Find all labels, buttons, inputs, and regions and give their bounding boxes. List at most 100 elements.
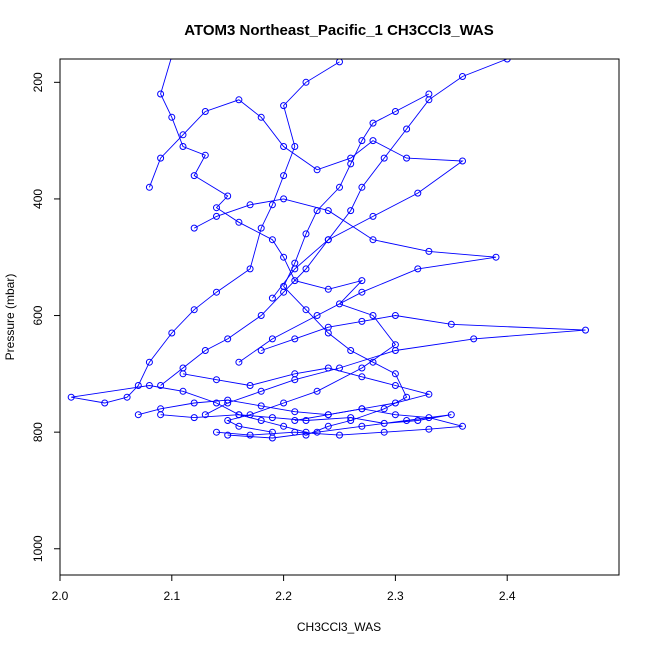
data-point: [224, 192, 232, 200]
data-point: [380, 154, 388, 162]
data-point: [213, 212, 220, 220]
data-point: [291, 370, 299, 378]
data-point: [257, 417, 265, 424]
data-point: [246, 431, 254, 439]
data-point: [190, 399, 198, 407]
data-point: [492, 253, 500, 261]
data-point: [280, 195, 288, 203]
data-point: [358, 183, 366, 191]
data-point: [391, 108, 399, 115]
y-tick-label: 200: [31, 72, 45, 92]
data-point: [257, 402, 265, 410]
data-point: [257, 224, 265, 232]
y-tick-label: 800: [31, 422, 45, 442]
series-line: [160, 59, 397, 433]
y-axis-label: Pressure (mbar): [3, 274, 17, 361]
data-point: [268, 294, 276, 302]
x-tick-label: 2.2: [275, 589, 292, 603]
data-point: [302, 431, 310, 439]
data-point: [447, 411, 455, 419]
data-point: [268, 434, 276, 442]
series-line: [160, 59, 508, 386]
data-point: [280, 399, 288, 407]
data-point: [280, 288, 288, 296]
data-point: [414, 417, 422, 424]
data-point: [235, 218, 243, 226]
y-tick-label: 600: [31, 305, 45, 325]
series-9: [179, 364, 433, 424]
data-point: [324, 236, 332, 244]
data-point: [280, 102, 288, 110]
data-point: [168, 329, 176, 337]
data-point: [403, 417, 411, 424]
series-line: [148, 99, 464, 299]
data-point: [101, 399, 109, 407]
series-5: [190, 195, 500, 366]
series-4: [157, 59, 511, 389]
data-point: [313, 312, 321, 319]
data-point: [145, 183, 153, 191]
data-point: [369, 312, 377, 319]
data-point: [369, 119, 377, 127]
data-point: [447, 320, 455, 328]
data-point: [358, 277, 366, 285]
data-point: [336, 431, 343, 439]
data-point: [280, 422, 288, 430]
data-point: [268, 335, 276, 343]
data-point: [201, 411, 209, 419]
data-point: [179, 387, 187, 395]
data-point: [313, 428, 321, 436]
data-point: [380, 405, 388, 413]
data-point: [280, 143, 288, 150]
data-point: [268, 201, 276, 209]
data-point: [168, 113, 176, 121]
data-point: [213, 428, 220, 436]
data-point: [391, 399, 399, 407]
data-point: [336, 183, 343, 191]
data-point: [582, 326, 589, 334]
data-point: [324, 323, 332, 331]
chart-title: ATOM3 Northeast_Pacific_1 CH3CCl3_WAS: [184, 22, 494, 39]
data-point: [369, 358, 377, 366]
data-point: [403, 125, 411, 133]
data-point: [257, 387, 265, 395]
series-line: [193, 198, 497, 363]
data-point: [291, 143, 299, 150]
data-point: [369, 212, 377, 220]
data-point: [470, 335, 478, 343]
data-point: [391, 312, 399, 319]
data-point: [302, 306, 310, 314]
data-point: [179, 131, 187, 139]
data-point: [145, 358, 153, 366]
data-point: [213, 376, 220, 384]
data-point: [391, 370, 399, 378]
data-point: [302, 78, 310, 86]
data-point: [291, 277, 299, 285]
data-point: [391, 347, 399, 354]
data-point: [291, 417, 299, 424]
series-line: [283, 93, 430, 436]
data-point: [347, 347, 355, 354]
data-point: [369, 137, 377, 145]
series-2: [280, 90, 433, 439]
data-point: [190, 172, 198, 180]
data-point: [358, 405, 366, 413]
data-point: [425, 425, 433, 433]
data-point: [190, 306, 198, 314]
data-point: [403, 154, 411, 162]
data-point: [67, 393, 75, 401]
data-point: [123, 393, 131, 401]
data-point: [324, 207, 332, 215]
data-point: [157, 382, 165, 389]
data-point: [235, 411, 243, 419]
data-point: [291, 408, 299, 416]
data-point: [246, 382, 254, 389]
data-point: [246, 265, 254, 273]
data-point: [324, 422, 332, 430]
data-point: [425, 96, 433, 104]
data-point: [391, 411, 399, 419]
data-point: [213, 204, 220, 212]
series-line: [138, 399, 463, 436]
data-point: [302, 417, 310, 424]
y-axis: 200 400 600 800 1000: [31, 72, 61, 562]
